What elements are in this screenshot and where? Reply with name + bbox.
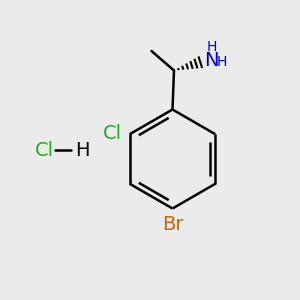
Text: Cl: Cl (34, 140, 54, 160)
Text: H: H (75, 140, 89, 160)
Text: H: H (206, 40, 217, 54)
Text: Br: Br (162, 214, 183, 234)
Text: N: N (204, 50, 218, 70)
Text: Cl: Cl (103, 124, 122, 143)
Text: H: H (217, 55, 227, 68)
